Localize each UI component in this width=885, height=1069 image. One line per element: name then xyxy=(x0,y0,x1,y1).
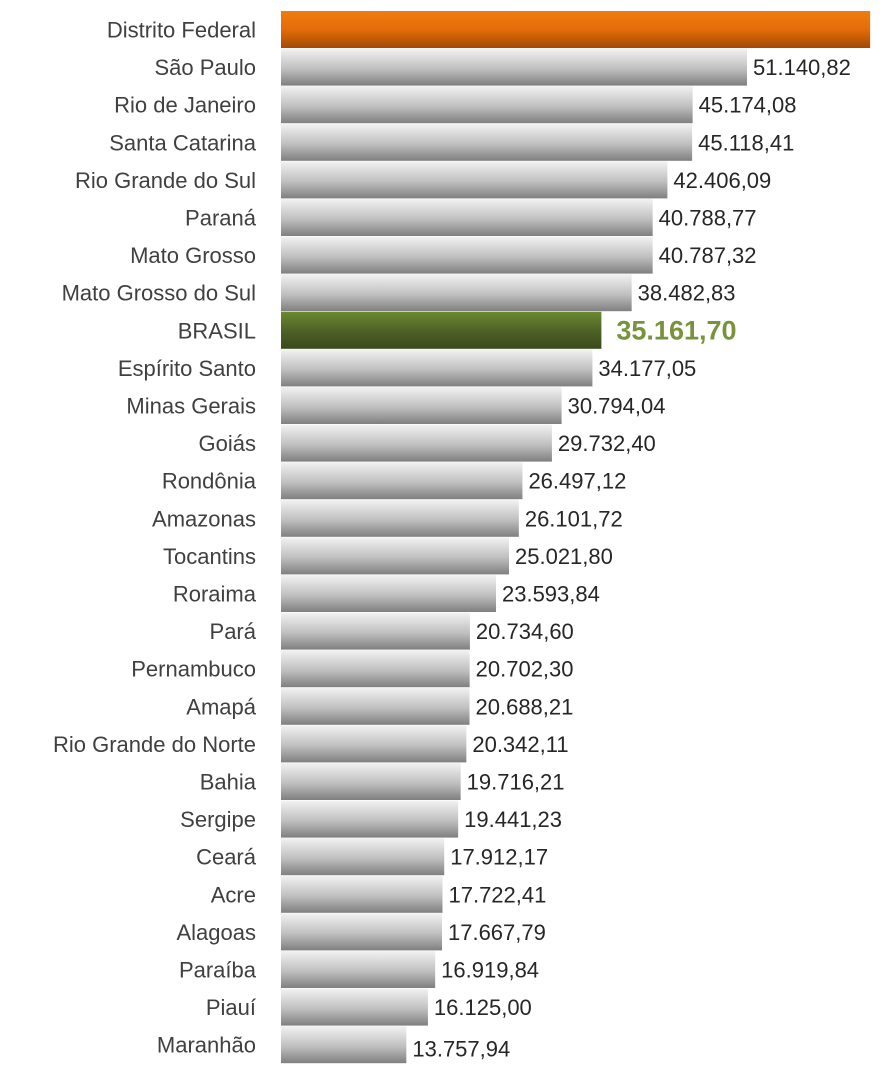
value-label-mato-grosso-do-sul: 38.482,83 xyxy=(638,281,736,306)
bar-tocantins xyxy=(281,537,510,575)
bar-amazonas xyxy=(281,499,519,537)
value-label-goias: 29.732,40 xyxy=(558,431,656,456)
category-label-brasil: BRASIL xyxy=(178,318,256,343)
category-label-bahia: Bahia xyxy=(200,770,257,795)
value-label-amapa: 20.688,21 xyxy=(476,694,574,719)
value-label-espirito-santo: 34.177,05 xyxy=(598,356,696,381)
value-label-piaui: 16.125,00 xyxy=(434,995,532,1020)
category-label-parana: Paraná xyxy=(185,206,257,231)
value-label-paraiba: 16.919,84 xyxy=(441,958,539,983)
bar-distrito-federal xyxy=(281,11,871,48)
value-label-roraima: 23.593,84 xyxy=(502,582,600,607)
category-label-goias: Goiás xyxy=(199,431,256,456)
value-label-bahia: 19.716,21 xyxy=(467,770,565,795)
value-labels: 51.140,82 45.174,08 45.118,41 42.406,09 40.7… xyxy=(412,55,851,1062)
value-label-brasil: 35.161,70 xyxy=(616,315,736,345)
bar-rio-grande-do-sul xyxy=(281,161,668,199)
bar-amapa xyxy=(281,687,470,725)
bar-brasil xyxy=(281,311,602,349)
category-label-rondonia: Rondônia xyxy=(162,469,257,494)
value-label-pernambuco: 20.702,30 xyxy=(476,657,574,682)
bar-alagoas xyxy=(281,913,442,951)
category-labels: Distrito Federal São Paulo Rio de Janeiro S… xyxy=(53,18,257,1058)
bar-sao-paulo xyxy=(281,48,747,86)
value-label-ceara: 17.912,17 xyxy=(450,845,548,870)
bar-espirito-santo xyxy=(281,349,593,387)
value-label-rio-grande-do-sul: 42.406,09 xyxy=(673,168,771,193)
bar-roraima xyxy=(281,575,496,612)
category-label-piaui: Piauí xyxy=(206,995,256,1020)
bar-rio-de-janeiro xyxy=(281,86,693,124)
category-label-minas-gerais: Minas Gerais xyxy=(126,394,256,419)
value-label-rio-grande-do-norte: 20.342,11 xyxy=(472,732,568,757)
value-label-acre: 17.722,41 xyxy=(448,882,546,907)
category-label-paraiba: Paraíba xyxy=(179,958,257,983)
bar-mato-grosso-do-sul xyxy=(281,274,632,312)
category-label-sao-paulo: São Paulo xyxy=(154,55,256,80)
value-label-maranhao: 13.757,94 xyxy=(412,1037,510,1062)
value-label-tocantins: 25.021,80 xyxy=(515,544,613,569)
bar-maranhao xyxy=(281,1026,407,1064)
category-label-rio-grande-do-norte: Rio Grande do Norte xyxy=(53,732,256,757)
category-label-mato-grosso-do-sul: Mato Grosso do Sul xyxy=(62,281,256,306)
value-label-rio-de-janeiro: 45.174,08 xyxy=(699,93,797,118)
bar-para xyxy=(281,612,470,650)
category-label-mato-grosso: Mato Grosso xyxy=(130,243,256,268)
value-label-santa-catarina: 45.118,41 xyxy=(698,130,794,155)
category-label-pernambuco: Pernambuco xyxy=(131,657,256,682)
category-label-alagoas: Alagoas xyxy=(176,920,256,945)
category-label-tocantins: Tocantins xyxy=(163,544,256,569)
bar-rio-grande-do-norte xyxy=(281,725,467,763)
category-label-roraima: Roraima xyxy=(173,582,257,607)
bar-pernambuco xyxy=(281,650,470,688)
bar-acre xyxy=(281,875,443,913)
category-label-rio-grande-do-sul: Rio Grande do Sul xyxy=(75,168,256,193)
value-label-sergipe: 19.441,23 xyxy=(464,807,562,832)
bars-group xyxy=(281,11,871,1064)
category-label-espirito-santo: Espírito Santo xyxy=(118,356,256,381)
bar-bahia xyxy=(281,763,461,800)
category-label-rio-de-janeiro: Rio de Janeiro xyxy=(114,93,256,118)
value-label-amazonas: 26.101,72 xyxy=(525,506,623,531)
value-label-para: 20.734,60 xyxy=(476,619,574,644)
bar-goias xyxy=(281,424,552,462)
bar-sergipe xyxy=(281,800,459,838)
value-label-minas-gerais: 30.794,04 xyxy=(568,394,666,419)
bar-ceara xyxy=(281,838,445,876)
bar-minas-gerais xyxy=(281,387,562,424)
bar-rondonia xyxy=(281,462,523,500)
bar-santa-catarina xyxy=(281,123,693,161)
category-label-para: Pará xyxy=(210,619,257,644)
value-label-rondonia: 26.497,12 xyxy=(528,469,626,494)
category-label-ceara: Ceará xyxy=(196,845,257,870)
value-label-mato-grosso: 40.787,32 xyxy=(659,243,757,268)
category-label-maranhao: Maranhão xyxy=(157,1033,256,1058)
category-label-distrito-federal: Distrito Federal xyxy=(107,18,256,43)
category-label-santa-catarina: Santa Catarina xyxy=(109,130,257,155)
category-label-amapa: Amapá xyxy=(186,694,256,719)
category-label-sergipe: Sergipe xyxy=(180,807,256,832)
bar-piaui xyxy=(281,988,428,1026)
value-label-parana: 40.788,77 xyxy=(659,206,757,231)
bar-paraiba xyxy=(281,951,436,988)
category-label-acre: Acre xyxy=(211,882,256,907)
bar-parana xyxy=(281,199,653,236)
value-label-alagoas: 17.667,79 xyxy=(448,920,546,945)
category-label-amazonas: Amazonas xyxy=(152,506,256,531)
value-label-sao-paulo: 51.140,82 xyxy=(753,55,851,80)
bar-mato-grosso xyxy=(281,236,653,274)
